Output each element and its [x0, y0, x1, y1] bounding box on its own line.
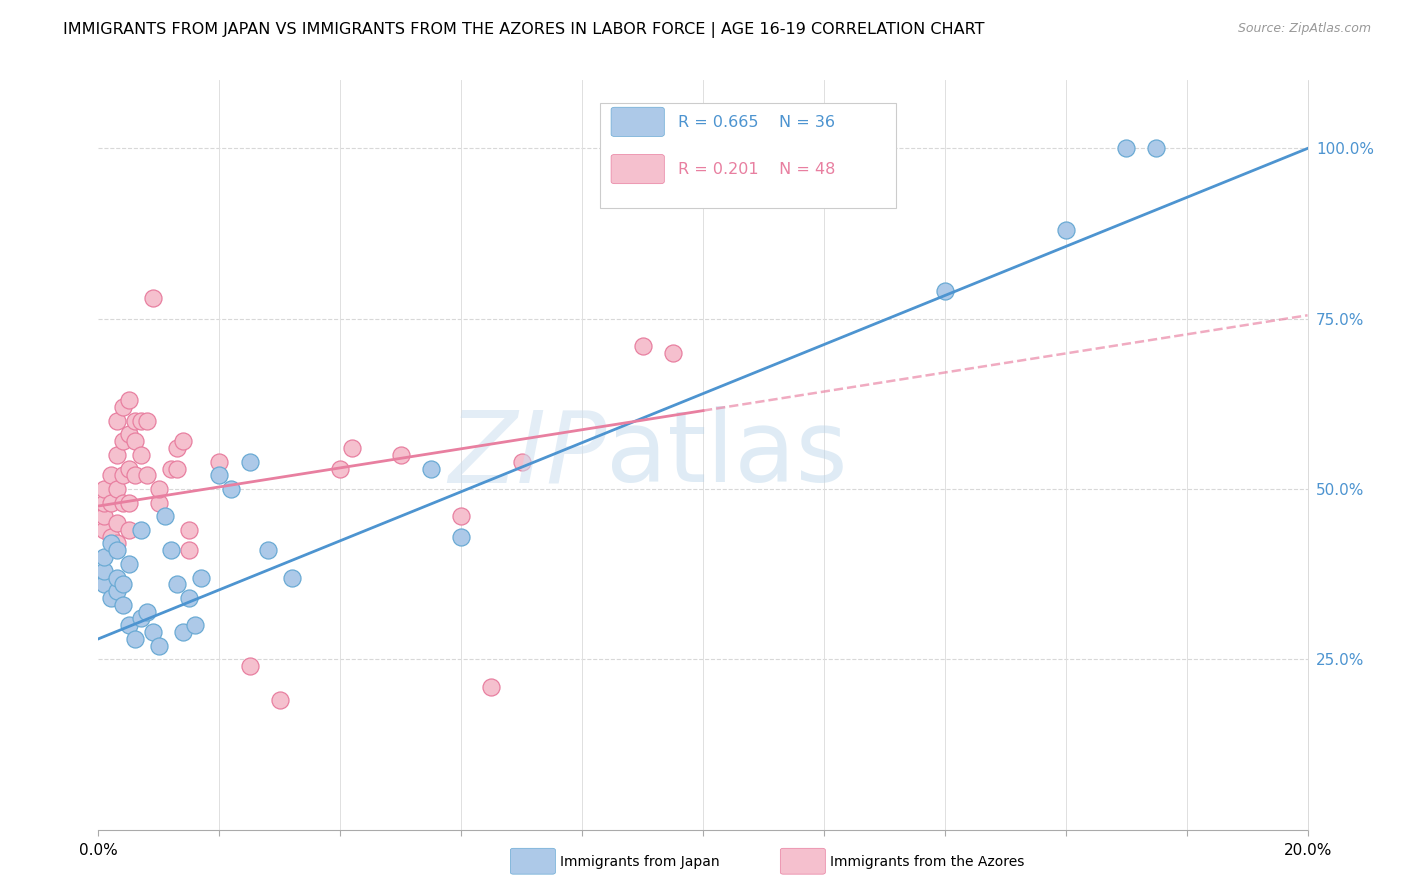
Point — [172, 434, 194, 449]
Point — [105, 414, 128, 428]
Point — [124, 468, 146, 483]
Point — [166, 441, 188, 455]
Point — [1144, 141, 1167, 155]
Point — [153, 509, 176, 524]
FancyBboxPatch shape — [612, 107, 664, 136]
Point — [172, 625, 194, 640]
Point — [389, 448, 412, 462]
Point — [179, 523, 201, 537]
Point — [93, 523, 115, 537]
Point — [1115, 141, 1137, 155]
Point — [135, 414, 157, 428]
Point — [118, 427, 141, 442]
Point — [124, 414, 146, 428]
Point — [179, 543, 201, 558]
Point — [105, 543, 128, 558]
Point — [93, 577, 115, 591]
Point — [269, 693, 291, 707]
Point — [160, 461, 183, 475]
Point — [1054, 223, 1077, 237]
Point — [148, 639, 170, 653]
Text: R = 0.665    N = 36: R = 0.665 N = 36 — [678, 115, 835, 129]
Point — [281, 570, 304, 584]
Point — [93, 495, 115, 509]
Point — [166, 461, 188, 475]
Point — [148, 495, 170, 509]
Point — [208, 468, 231, 483]
Text: Immigrants from Japan: Immigrants from Japan — [560, 855, 720, 869]
Point — [129, 523, 152, 537]
Point — [135, 605, 157, 619]
Point — [166, 577, 188, 591]
Point — [93, 564, 115, 578]
FancyBboxPatch shape — [612, 154, 664, 184]
Point — [510, 455, 533, 469]
Point — [111, 468, 134, 483]
Point — [105, 482, 128, 496]
Point — [184, 618, 207, 632]
Point — [420, 461, 443, 475]
Text: ZIP: ZIP — [449, 407, 606, 503]
Point — [160, 543, 183, 558]
Point — [179, 591, 201, 605]
Point — [148, 482, 170, 496]
Point — [129, 448, 152, 462]
Text: IMMIGRANTS FROM JAPAN VS IMMIGRANTS FROM THE AZORES IN LABOR FORCE | AGE 16-19 C: IMMIGRANTS FROM JAPAN VS IMMIGRANTS FROM… — [63, 22, 984, 38]
Text: atlas: atlas — [606, 407, 848, 503]
Point — [118, 495, 141, 509]
Point — [142, 291, 165, 305]
Point — [239, 455, 262, 469]
Point — [118, 523, 141, 537]
Point — [129, 611, 152, 625]
Point — [221, 482, 243, 496]
Point — [118, 557, 141, 571]
Point — [342, 441, 364, 455]
Point — [129, 414, 152, 428]
Point — [93, 482, 115, 496]
Point — [100, 536, 122, 550]
Text: Source: ZipAtlas.com: Source: ZipAtlas.com — [1237, 22, 1371, 36]
Point — [124, 434, 146, 449]
Point — [450, 509, 472, 524]
Point — [111, 577, 134, 591]
Point — [450, 530, 472, 544]
Text: Immigrants from the Azores: Immigrants from the Azores — [830, 855, 1024, 869]
Point — [100, 468, 122, 483]
Point — [105, 448, 128, 462]
Point — [100, 530, 122, 544]
Point — [142, 625, 165, 640]
Point — [208, 455, 231, 469]
Point — [124, 632, 146, 646]
Point — [661, 345, 683, 359]
Point — [111, 495, 134, 509]
Point — [100, 591, 122, 605]
Point — [239, 659, 262, 673]
Point — [481, 680, 503, 694]
Point — [105, 570, 128, 584]
Point — [118, 618, 141, 632]
Point — [631, 339, 654, 353]
Point — [256, 543, 278, 558]
Point — [118, 461, 141, 475]
Point — [135, 468, 157, 483]
Point — [93, 550, 115, 565]
Text: R = 0.201    N = 48: R = 0.201 N = 48 — [678, 162, 835, 177]
Point — [118, 393, 141, 408]
Point — [111, 401, 134, 415]
Point — [190, 570, 212, 584]
Point — [100, 495, 122, 509]
Point — [105, 536, 128, 550]
Point — [111, 598, 134, 612]
Point — [329, 461, 352, 475]
Point — [934, 285, 956, 299]
Point — [105, 516, 128, 530]
Point — [105, 584, 128, 599]
Point — [111, 434, 134, 449]
FancyBboxPatch shape — [600, 103, 897, 208]
Point — [93, 509, 115, 524]
